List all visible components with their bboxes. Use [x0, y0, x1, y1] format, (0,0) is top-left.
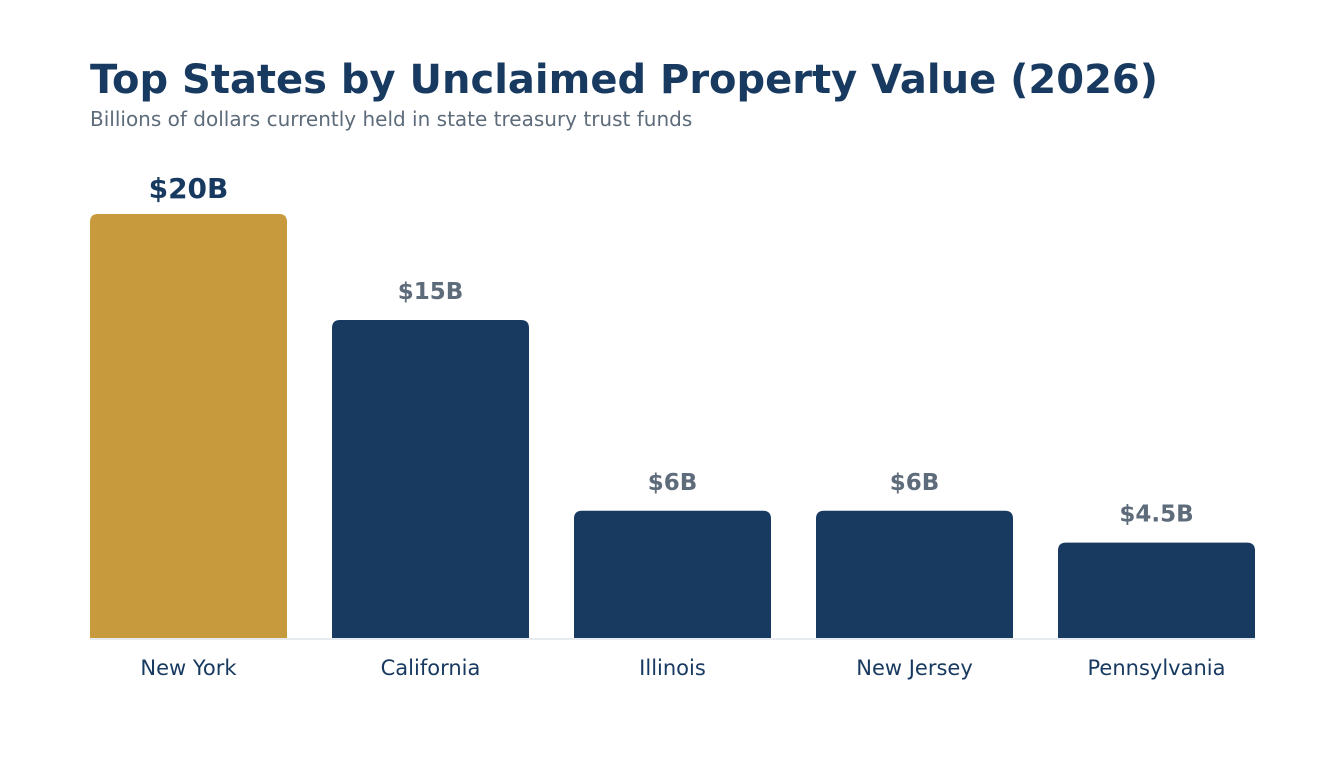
bar-california: [332, 320, 529, 638]
chart-subtitle: Billions of dollars currently held in st…: [90, 107, 693, 131]
labels-group: $20B New York $15B California $6B Illinois $6B…: [140, 172, 1225, 680]
value-label-new-york: $20B: [149, 172, 229, 205]
category-label-california: California: [381, 656, 481, 680]
bars-group: [90, 214, 1255, 638]
value-label-new-jersey: $6B: [890, 470, 940, 496]
bar-new-york: [90, 214, 287, 638]
value-label-illinois: $6B: [648, 470, 698, 496]
value-label-california: $15B: [398, 279, 464, 305]
category-label-illinois: Illinois: [639, 656, 706, 680]
bar-illinois: [574, 510, 771, 638]
category-label-new-york: New York: [140, 656, 237, 680]
bar-pennsylvania: [1058, 542, 1255, 638]
category-label-new-jersey: New Jersey: [856, 656, 973, 680]
value-label-pennsylvania: $4.5B: [1119, 502, 1193, 528]
bar-new-jersey: [816, 510, 1013, 638]
category-label-pennsylvania: Pennsylvania: [1088, 656, 1226, 680]
chart-title: Top States by Unclaimed Property Value (…: [90, 57, 1159, 103]
